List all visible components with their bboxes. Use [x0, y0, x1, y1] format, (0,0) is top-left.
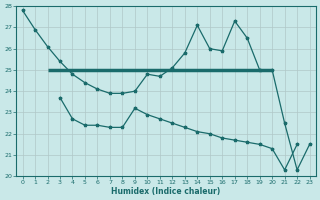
- X-axis label: Humidex (Indice chaleur): Humidex (Indice chaleur): [111, 187, 221, 196]
